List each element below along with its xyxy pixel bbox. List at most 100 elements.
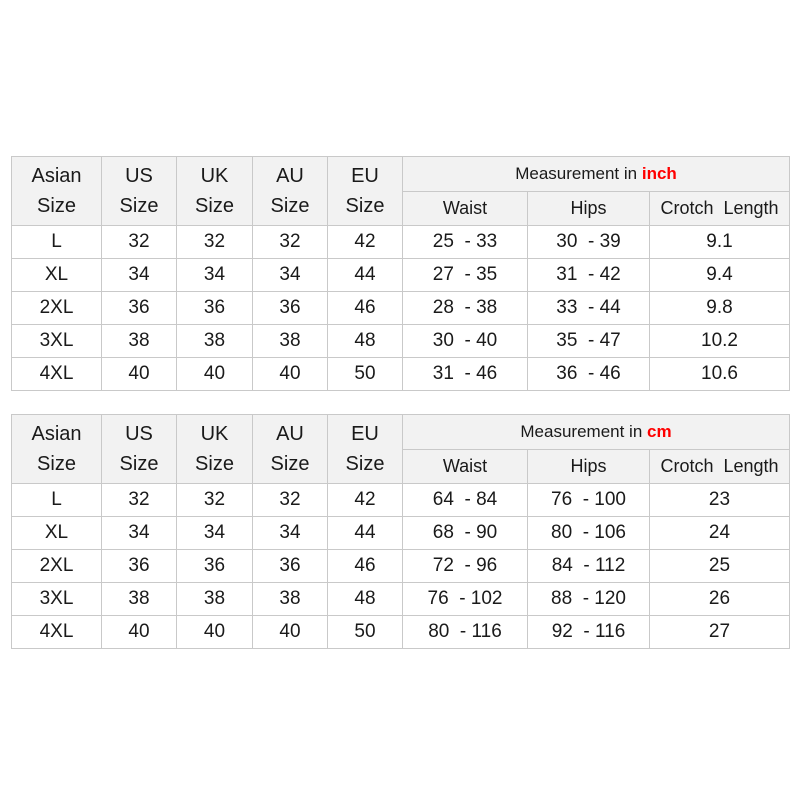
asian-size-cell: 4XL [11, 615, 102, 649]
table-row: L 32 32 32 42 64 - 84 76 - 100 23 [11, 483, 790, 517]
au-size-cell: 38 [252, 582, 328, 616]
hips-cell: 88 - 120 [527, 582, 650, 616]
waist-cell: 28 - 38 [402, 291, 528, 325]
crotch-length-cell: 9.4 [648, 258, 791, 292]
uk-size-cell: 32 [176, 483, 253, 517]
crotch-length-cell: 24 [649, 516, 790, 550]
au-size-cell: 34 [252, 258, 328, 292]
asian-size-cell: XL [11, 258, 102, 292]
crotch-length-cell: 9.1 [648, 225, 791, 259]
table-header-row: Asian Size US Size UK Size AU Size EU Si… [11, 414, 790, 484]
eu-size-cell: 50 [327, 357, 403, 391]
asian-size-cell: 2XL [11, 291, 102, 325]
table-header-row: Asian Size US Size UK Size AU Size EU Si… [11, 156, 791, 226]
waist-cell: 76 - 102 [402, 582, 528, 616]
waist-cell: 25 - 33 [402, 225, 528, 259]
uk-size-cell: 38 [176, 324, 253, 358]
crotch-length-cell: 27 [649, 615, 790, 649]
au-size-cell: 40 [252, 615, 328, 649]
table-row: 4XL 40 40 40 50 31 - 46 36 - 46 10.6 [11, 357, 791, 391]
eu-size-cell: 50 [327, 615, 403, 649]
uk-size-cell: 32 [176, 225, 253, 259]
hips-cell: 35 - 47 [527, 324, 650, 358]
waist-cell: 80 - 116 [402, 615, 528, 649]
eu-size-cell: 48 [327, 324, 403, 358]
waist-header: Waist [402, 449, 528, 484]
asian-size-cell: 3XL [11, 582, 102, 616]
measurement-title: Measurement in cm [402, 414, 790, 450]
waist-cell: 64 - 84 [402, 483, 528, 517]
inch-size-table: Asian Size US Size UK Size AU Size EU Si… [11, 156, 791, 391]
measurement-title: Measurement in inch [401, 156, 791, 192]
unit-label: inch [641, 164, 677, 183]
eu-size-cell: 42 [327, 225, 403, 259]
table-subheader-row: Waist Hips Crotch Length [12, 191, 791, 226]
asian-size-cell: L [11, 225, 102, 259]
hips-cell: 76 - 100 [527, 483, 650, 517]
crotch-length-cell: 10.2 [648, 324, 791, 358]
uk-size-cell: 34 [176, 258, 253, 292]
waist-cell: 72 - 96 [402, 549, 528, 583]
table-row: XL 34 34 34 44 68 - 90 80 - 106 24 [11, 516, 790, 550]
table-row: 3XL 38 38 38 48 76 - 102 88 - 120 26 [11, 582, 790, 616]
us-size-cell: 38 [101, 582, 177, 616]
us-size-cell: 40 [101, 615, 177, 649]
asian-size-cell: XL [11, 516, 102, 550]
asian-size-cell: 4XL [11, 357, 102, 391]
us-size-cell: 38 [101, 324, 177, 358]
table-row: 2XL 36 36 36 46 28 - 38 33 - 44 9.8 [11, 291, 791, 325]
us-size-cell: 36 [101, 549, 177, 583]
us-size-header: US Size [101, 414, 177, 484]
cm-size-table: Asian Size US Size UK Size AU Size EU Si… [11, 414, 790, 649]
uk-size-cell: 36 [176, 549, 253, 583]
hips-cell: 33 - 44 [527, 291, 650, 325]
uk-size-cell: 40 [176, 357, 253, 391]
asian-size-cell: 2XL [11, 549, 102, 583]
hips-cell: 80 - 106 [527, 516, 650, 550]
eu-size-cell: 44 [327, 516, 403, 550]
crotch-length-header: Crotch Length [648, 191, 791, 226]
waist-cell: 68 - 90 [402, 516, 528, 550]
eu-size-cell: 48 [327, 582, 403, 616]
crotch-length-cell: 25 [649, 549, 790, 583]
eu-size-cell: 46 [327, 549, 403, 583]
crotch-length-cell: 26 [649, 582, 790, 616]
au-size-cell: 40 [252, 357, 328, 391]
au-size-cell: 32 [252, 225, 328, 259]
table-row: 2XL 36 36 36 46 72 - 96 84 - 112 25 [11, 549, 790, 583]
waist-cell: 27 - 35 [402, 258, 528, 292]
hips-header: Hips [527, 449, 650, 484]
uk-size-cell: 38 [176, 582, 253, 616]
us-size-header: US Size [101, 156, 177, 226]
hips-header: Hips [527, 191, 650, 226]
us-size-cell: 36 [101, 291, 177, 325]
crotch-length-cell: 10.6 [648, 357, 791, 391]
asian-size-cell: 3XL [11, 324, 102, 358]
table-row: XL 34 34 34 44 27 - 35 31 - 42 9.4 [11, 258, 791, 292]
hips-cell: 36 - 46 [527, 357, 650, 391]
us-size-cell: 34 [101, 516, 177, 550]
au-size-cell: 36 [252, 291, 328, 325]
uk-size-header: UK Size [176, 156, 253, 226]
uk-size-header: UK Size [176, 414, 253, 484]
crotch-length-header: Crotch Length [649, 449, 790, 484]
hips-cell: 30 - 39 [527, 225, 650, 259]
asian-size-header: Asian Size [11, 414, 102, 484]
crotch-length-cell: 9.8 [648, 291, 791, 325]
measurement-prefix-label: Measurement in [515, 164, 638, 183]
au-size-cell: 32 [252, 483, 328, 517]
uk-size-cell: 34 [176, 516, 253, 550]
table-row: L 32 32 32 42 25 - 33 30 - 39 9.1 [11, 225, 791, 259]
au-size-header: AU Size [252, 414, 328, 484]
eu-size-header: EU Size [327, 156, 403, 226]
waist-cell: 31 - 46 [402, 357, 528, 391]
hips-cell: 92 - 116 [527, 615, 650, 649]
unit-label: cm [647, 422, 672, 441]
asian-size-cell: L [11, 483, 102, 517]
au-size-cell: 34 [252, 516, 328, 550]
us-size-cell: 34 [101, 258, 177, 292]
table-row: 3XL 38 38 38 48 30 - 40 35 - 47 10.2 [11, 324, 791, 358]
eu-size-cell: 46 [327, 291, 403, 325]
asian-size-header: Asian Size [11, 156, 102, 226]
